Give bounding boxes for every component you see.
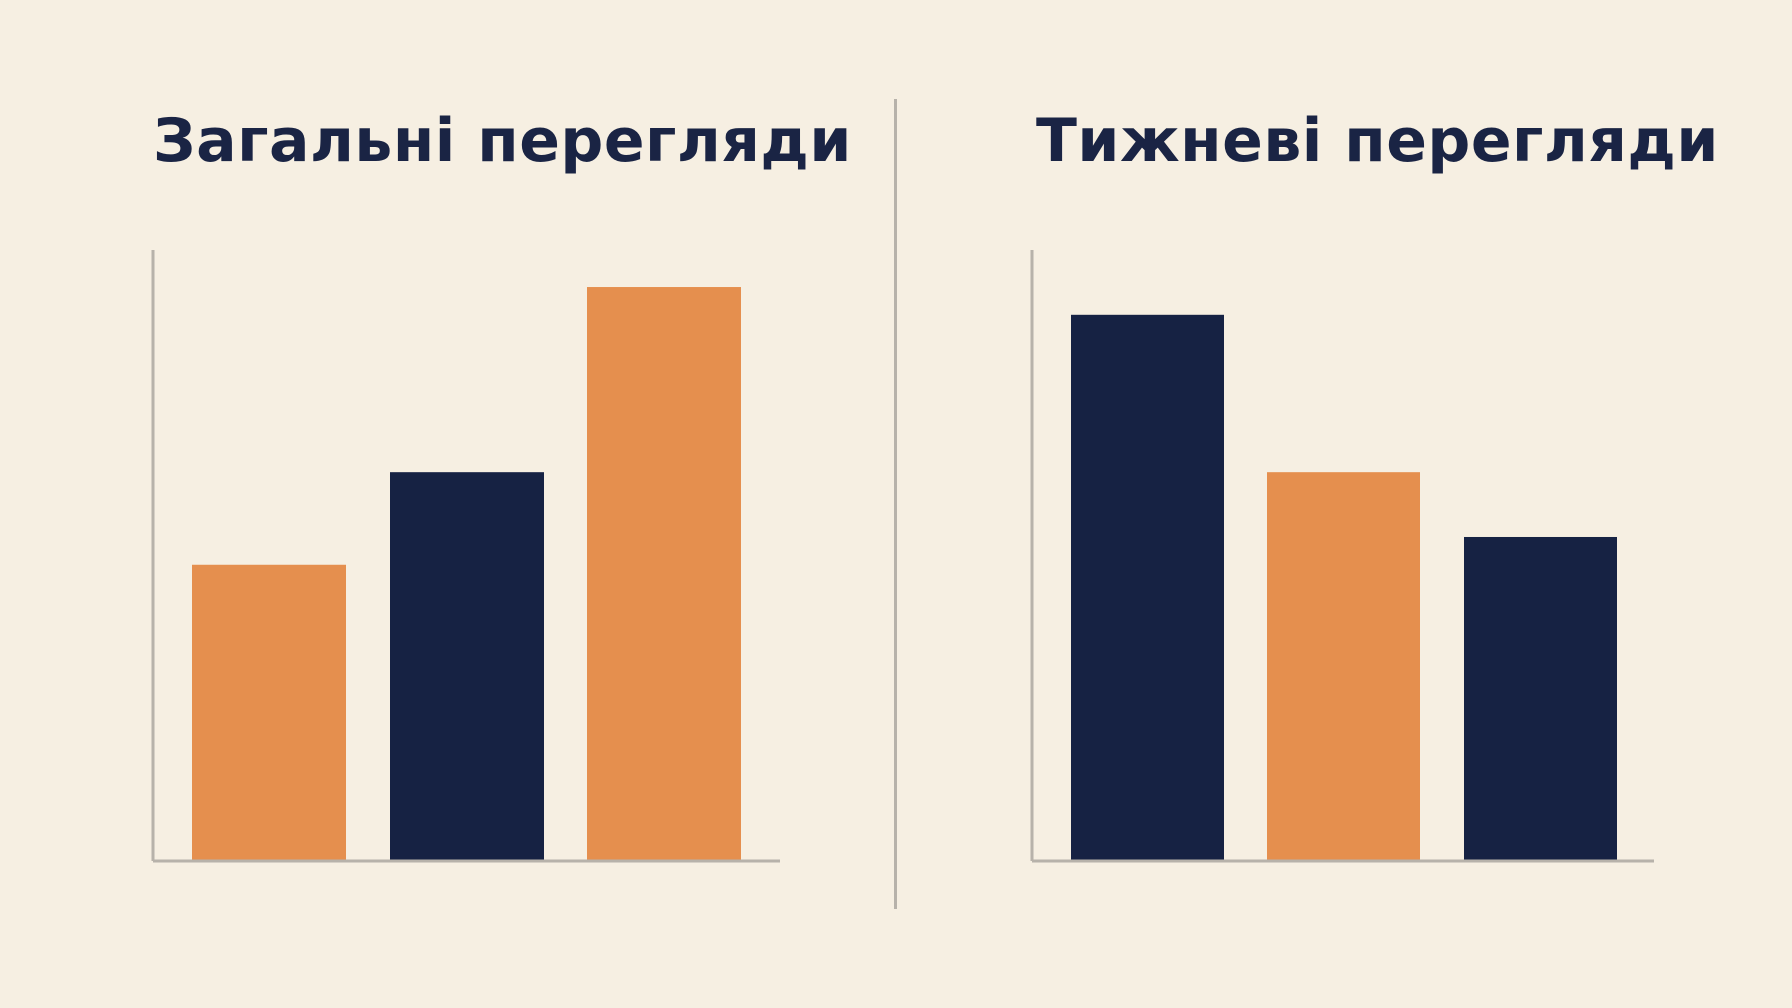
- weekly-views-bar-1: [1071, 314, 1224, 861]
- chart-title-total-views: Загальні перегляди: [153, 106, 852, 176]
- weekly-views-bar-2: [1267, 472, 1420, 861]
- weekly-views-bar-3: [1464, 536, 1617, 861]
- total-views-bar-1: [192, 564, 346, 861]
- center-divider: [894, 99, 897, 909]
- total-views-bar-3: [587, 287, 741, 862]
- total-views-bar-2: [390, 472, 544, 861]
- chart-title-weekly-views: Тижневі перегляди: [1036, 106, 1719, 176]
